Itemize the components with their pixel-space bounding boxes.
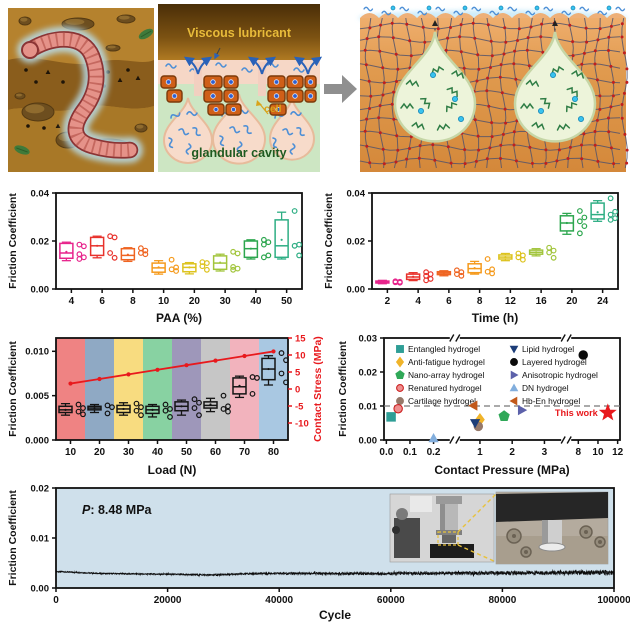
svg-text:0.02: 0.02 (31, 236, 50, 247)
svg-text:50: 50 (181, 447, 193, 458)
svg-text:DN hydrogel: DN hydrogel (522, 383, 569, 393)
svg-text:Friction Coefficient: Friction Coefficient (337, 341, 349, 437)
svg-text:-10: -10 (295, 418, 309, 429)
svg-text:0.00: 0.00 (31, 284, 50, 295)
svg-text:Anisotropic hydrogel: Anisotropic hydrogel (522, 370, 598, 380)
chart-friction-vs-paa: 0.00 0.02 0.04 4 6 8 10 20 30 40 50 PAA (%) Friction… (7, 188, 303, 325)
svg-text:This work: This work (555, 408, 599, 418)
svg-text:0.1: 0.1 (403, 447, 417, 458)
svg-text:30: 30 (220, 296, 232, 307)
svg-text:8: 8 (130, 296, 136, 307)
svg-text:80: 80 (268, 447, 280, 458)
svg-text:0.000: 0.000 (25, 435, 49, 446)
svg-text:8: 8 (576, 447, 582, 458)
svg-text:70: 70 (239, 447, 251, 458)
svg-text:Nano-array hydrogel: Nano-array hydrogel (408, 370, 484, 380)
svg-text:30: 30 (123, 447, 135, 458)
svg-text:3: 3 (542, 447, 548, 458)
worm-skin-cross-section-illustration (158, 4, 323, 172)
svg-text:40000: 40000 (265, 595, 293, 606)
svg-text:60000: 60000 (377, 595, 405, 606)
svg-text:0: 0 (295, 384, 300, 395)
hydrogel-network-illustration (358, 5, 629, 172)
svg-text:16: 16 (536, 296, 548, 307)
svg-text:100000: 100000 (597, 595, 630, 606)
svg-text:Friction Coefficient: Friction Coefficient (7, 193, 19, 289)
svg-text:6: 6 (446, 296, 452, 307)
svg-text:0.00: 0.00 (359, 435, 378, 446)
svg-text:0.02: 0.02 (347, 236, 366, 247)
right-block-arrow-icon (324, 75, 357, 103)
svg-text:Load (N): Load (N) (148, 463, 197, 477)
svg-text:0.04: 0.04 (347, 188, 366, 199)
svg-text:20: 20 (566, 296, 578, 307)
svg-text:Time (h): Time (h) (472, 311, 518, 325)
svg-text:40: 40 (152, 447, 164, 458)
svg-text:4: 4 (69, 296, 75, 307)
svg-text:2: 2 (509, 447, 515, 458)
svg-text:2: 2 (385, 296, 391, 307)
svg-text:8: 8 (477, 296, 483, 307)
svg-text:0.00: 0.00 (31, 583, 50, 594)
svg-text:0.0: 0.0 (379, 447, 393, 458)
svg-text:6: 6 (99, 296, 105, 307)
svg-text:20: 20 (189, 296, 201, 307)
svg-text:10: 10 (65, 447, 77, 458)
svg-text:Friction Coefficient: Friction Coefficient (7, 341, 19, 437)
svg-text:Cycle: Cycle (319, 608, 351, 622)
svg-text:40: 40 (250, 296, 262, 307)
svg-text:0.005: 0.005 (25, 391, 49, 402)
svg-text:60: 60 (210, 447, 222, 458)
svg-text:24: 24 (597, 296, 609, 307)
svg-text:0.02: 0.02 (31, 483, 50, 494)
svg-text:Anti-fatigue hydrogel: Anti-fatigue hydrogel (408, 357, 485, 367)
svg-text:Contact Pressure (MPa): Contact Pressure (MPa) (434, 463, 569, 477)
svg-text:10: 10 (158, 296, 170, 307)
svg-text:Cartilage hydrogel: Cartilage hydrogel (408, 396, 476, 406)
svg-text:20: 20 (94, 447, 106, 458)
svg-text:0.010: 0.010 (25, 347, 49, 358)
svg-text:80000: 80000 (488, 595, 516, 606)
svg-text:0: 0 (53, 595, 59, 606)
svg-text:Contact Stress (MPa): Contact Stress (MPa) (312, 336, 324, 442)
svg-text:12: 12 (612, 447, 624, 458)
svg-text:10: 10 (295, 350, 306, 361)
svg-text:0.01: 0.01 (359, 401, 378, 412)
chart-friction-vs-cycle: 0.00 0.01 0.02 0 20000 40000 60000 80000 100000 C… (7, 483, 630, 622)
svg-text:Renatured hydrogel: Renatured hydrogel (408, 383, 482, 393)
svg-text:Friction Coefficient: Friction Coefficient (7, 490, 19, 586)
svg-text:-5: -5 (295, 401, 304, 412)
svg-text:15: 15 (295, 333, 306, 344)
svg-text:1: 1 (477, 447, 483, 458)
svg-text:5: 5 (295, 367, 301, 378)
svg-text:0.00: 0.00 (347, 284, 366, 295)
svg-text:Entangled hydrogel: Entangled hydrogel (408, 344, 480, 354)
svg-text:4: 4 (415, 296, 421, 307)
svg-text:0.04: 0.04 (31, 188, 50, 199)
svg-text:20000: 20000 (154, 595, 182, 606)
svg-text:Hb-En hydrogel: Hb-En hydrogel (522, 396, 580, 406)
svg-text:0.02: 0.02 (359, 367, 378, 378)
svg-text:50: 50 (281, 296, 293, 307)
svg-text:0.03: 0.03 (359, 333, 378, 344)
svg-text:0.2: 0.2 (427, 447, 441, 458)
svg-text:Lipid hydrogel: Lipid hydrogel (522, 344, 574, 354)
svg-text:PAA (%): PAA (%) (156, 311, 202, 325)
svg-text:12: 12 (505, 296, 517, 307)
svg-text:Friction Coefficient: Friction Coefficient (323, 193, 335, 289)
svg-text:0.01: 0.01 (31, 533, 50, 544)
svg-text:P: 8.48 MPa: P: 8.48 MPa (82, 503, 153, 517)
chart-friction-vs-contact-pressure: 0.000.010.020.030.0 0.1 0.2 1 2 3 8 10 12Contact… (337, 333, 624, 477)
svg-text:Layered hydrogel: Layered hydrogel (522, 357, 587, 367)
svg-text:10: 10 (592, 447, 604, 458)
earthworm-in-soil-illustration (8, 8, 154, 172)
